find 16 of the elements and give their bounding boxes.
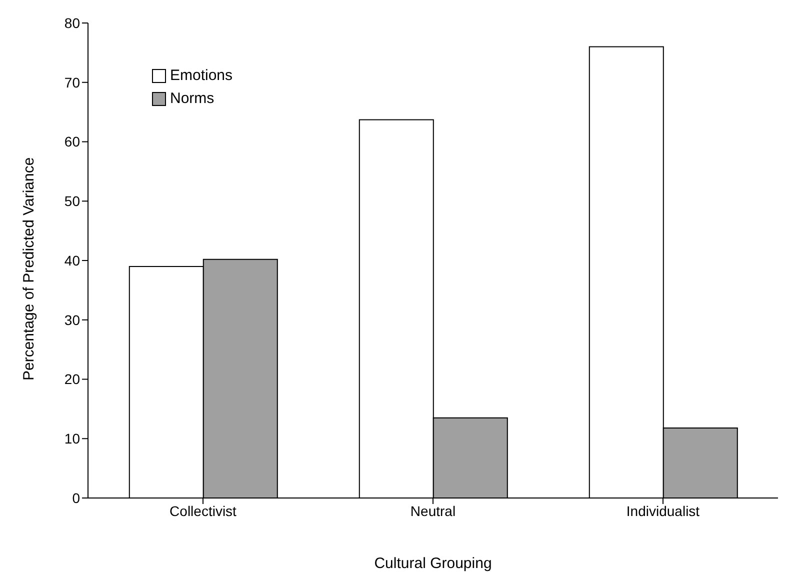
y-tick-label: 30 [64,312,80,328]
y-axis-title: Percentage of Predicted Variance [20,157,38,380]
y-tick-label: 20 [64,371,80,388]
x-tick-label: Neutral [410,502,456,519]
y-tick-label: 70 [64,74,80,90]
legend-label: Emotions [170,67,233,84]
x-axis-title: Cultural Grouping [374,555,492,572]
y-tick-label: 80 [64,14,80,31]
x-tick-label: Collectivist [170,502,237,519]
y-tick-label: 0 [72,490,80,506]
x-tick-label: Individualist [626,502,700,519]
y-tick-label: 60 [64,134,80,150]
y-tick-label: 10 [64,430,80,447]
legend-label: Norms [170,90,214,107]
y-tick-label: 50 [64,193,80,210]
y-tick-label: 40 [64,252,80,268]
